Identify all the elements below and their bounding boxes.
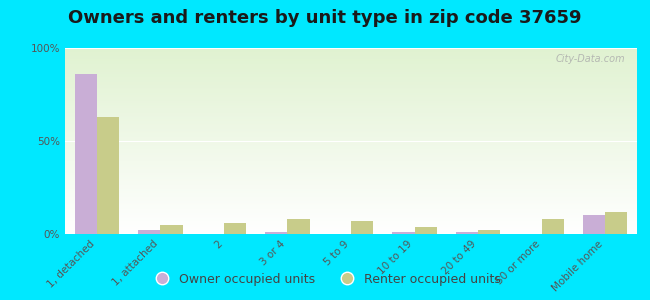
- Bar: [583, 215, 605, 234]
- Bar: [393, 232, 415, 234]
- Bar: [605, 212, 627, 234]
- Bar: [456, 232, 478, 234]
- Bar: [138, 230, 161, 234]
- Bar: [224, 223, 246, 234]
- Bar: [351, 221, 373, 234]
- Text: Owners and renters by unit type in zip code 37659: Owners and renters by unit type in zip c…: [68, 9, 582, 27]
- Bar: [97, 117, 119, 234]
- Bar: [478, 230, 500, 234]
- Legend: Owner occupied units, Renter occupied units: Owner occupied units, Renter occupied un…: [144, 268, 506, 291]
- Bar: [415, 226, 437, 234]
- Bar: [75, 74, 97, 234]
- Bar: [265, 232, 287, 234]
- Bar: [541, 219, 564, 234]
- Text: City-Data.com: City-Data.com: [556, 54, 625, 64]
- Bar: [287, 219, 309, 234]
- Bar: [161, 225, 183, 234]
